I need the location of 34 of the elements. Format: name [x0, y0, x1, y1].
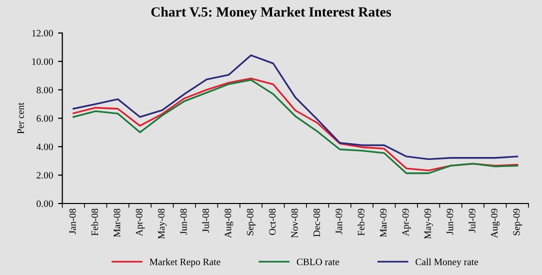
x-tick-label: Apr-09 [402, 208, 411, 236]
x-tick-label: Sep-08 [246, 208, 256, 236]
legend-label: Call Money rate [416, 258, 478, 268]
x-tick-label: Jun-08 [180, 208, 187, 235]
x-tick-label: Jun-09 [446, 208, 454, 235]
x-tick-label: Aug-09 [491, 208, 500, 238]
y-tick-label: 0.00 [36, 200, 53, 208]
chart-title: Chart V.5: Money Market Interest Rates [151, 6, 392, 20]
x-tick-label: Feb-08 [91, 208, 98, 236]
x-tick-label: Mar-09 [380, 208, 387, 238]
x-tick-label: Feb-09 [358, 208, 364, 236]
y-axis-title: Per cent [17, 102, 24, 134]
x-tick-label: Dec-08 [313, 208, 320, 237]
legend-label: CBLO rate [296, 258, 340, 266]
x-tick-label: Jul-09 [468, 208, 476, 232]
x-tick-label: Oct-08 [269, 208, 276, 235]
y-tick-label: 8.00 [36, 86, 53, 94]
legend-label: Market Repo Rate [150, 258, 220, 268]
x-tick-label: Nov-08 [291, 208, 298, 238]
x-tick-label: Apr-08 [136, 208, 144, 236]
x-tick-label: Aug-08 [224, 208, 234, 238]
x-tick-label: Jul-08 [202, 208, 210, 232]
x-tick-label: May-09 [424, 208, 433, 239]
y-tick-label: 2.00 [36, 172, 53, 179]
y-tick-label: 10.00 [32, 58, 53, 65]
x-tick-label: Jan-09 [336, 208, 342, 234]
x-tick-label: Mar-08 [114, 208, 120, 238]
y-tick-label: 6.00 [36, 115, 53, 122]
x-tick-label: Jan-08 [69, 208, 76, 234]
y-tick-label: 4.00 [36, 144, 53, 150]
x-tick-label: May-08 [158, 208, 167, 239]
x-tick-label: Sep-09 [513, 208, 522, 236]
y-tick-label: 12.00 [32, 30, 53, 37]
line-series [72, 54, 518, 160]
